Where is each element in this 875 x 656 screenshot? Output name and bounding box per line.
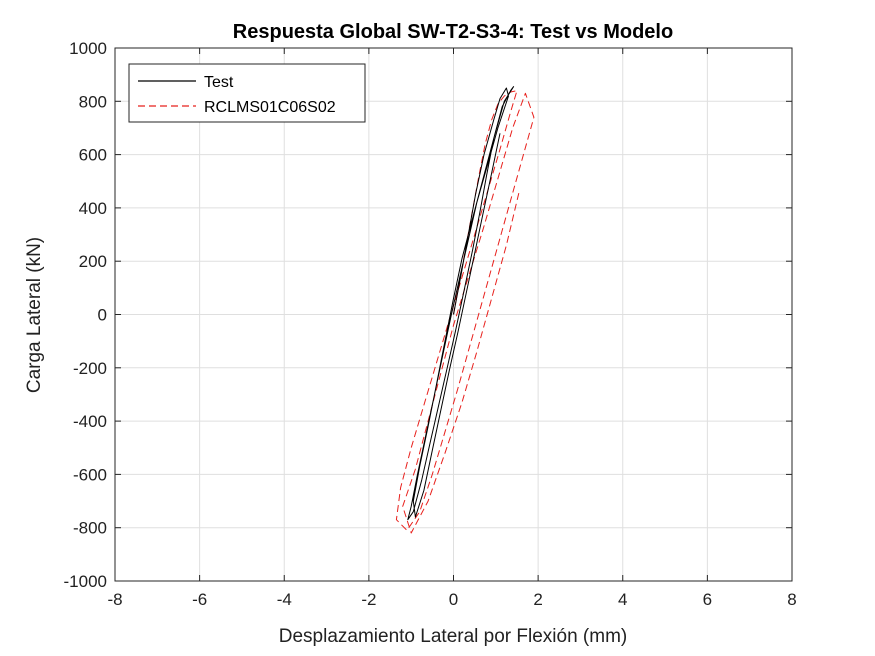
y-tick-label: -200	[73, 359, 107, 378]
y-tick-label: 400	[79, 199, 107, 218]
chart-title: Respuesta Global SW-T2-S3-4: Test vs Mod…	[233, 21, 673, 43]
x-tick-label: 8	[787, 590, 796, 609]
series-line-test	[407, 86, 515, 521]
y-tick-label: 600	[79, 146, 107, 165]
x-tick-label: -2	[361, 590, 376, 609]
y-tick-label: 200	[79, 252, 107, 271]
legend-box	[128, 63, 366, 123]
x-tick-label: -6	[192, 590, 207, 609]
y-axis-label: Carga Lateral (kN)	[24, 237, 45, 393]
x-tick-label: -4	[277, 590, 292, 609]
x-tick-label: 0	[449, 590, 458, 609]
series-layer	[395, 86, 535, 534]
x-tick-label: 4	[618, 590, 627, 609]
y-tick-label: -1000	[64, 572, 107, 591]
x-tick-label: 6	[703, 590, 712, 609]
y-tick-label: 0	[98, 306, 107, 325]
legend-label-test: Test	[204, 74, 234, 91]
ticks: -8 -6 -4 -2 0 2 4 6 8 -1000 -800 -600 -400 -200 0 200 40…	[64, 39, 797, 609]
y-tick-label: -600	[73, 465, 107, 484]
y-tick-label: -800	[73, 519, 107, 538]
x-axis-label: Desplazamiento Lateral por Flexión (mm)	[279, 626, 627, 647]
legend-label-rclms01c06s02: RCLMS01C06S02	[204, 99, 336, 116]
legend: Test RCLMS01C06S02	[128, 63, 366, 123]
series-line-rclms01c06s02	[395, 90, 535, 534]
x-tick-label: -8	[107, 590, 122, 609]
y-tick-label: 1000	[69, 39, 107, 58]
y-tick-label: 800	[79, 92, 107, 111]
y-tick-label: -400	[73, 412, 107, 431]
x-tick-label: 2	[533, 590, 542, 609]
